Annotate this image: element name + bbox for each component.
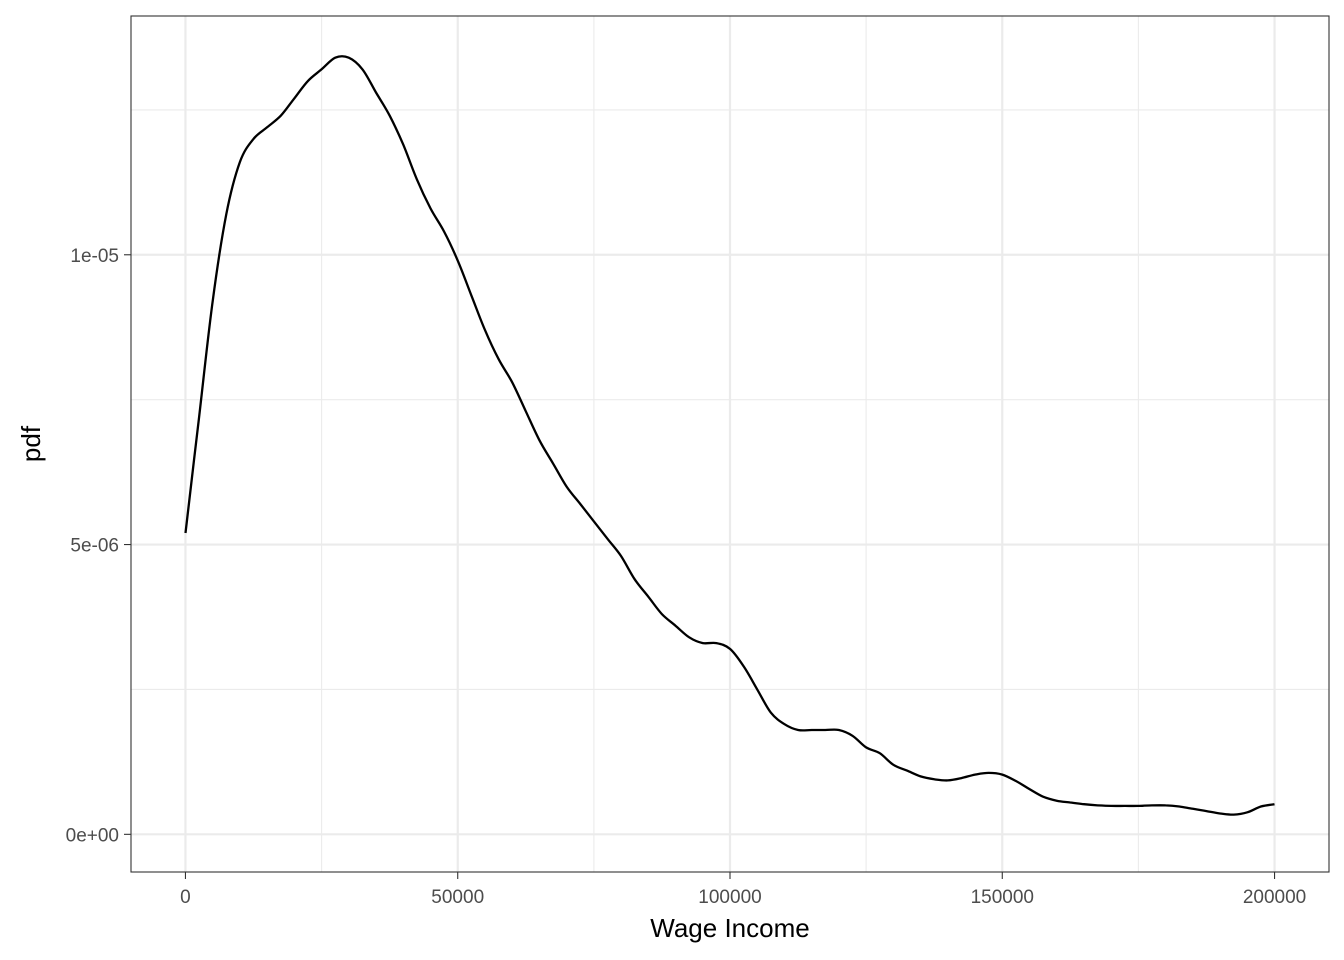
y-tick-label: 5e-06	[70, 536, 119, 557]
y-axis-title: pdf	[16, 425, 46, 462]
y-axis: 0e+00 5e-06 1e-05	[66, 246, 131, 846]
x-axis: 0 50000 100000 150000 200000	[180, 872, 1306, 908]
y-tick-label: 1e-05	[70, 246, 119, 267]
x-tick-label: 0	[180, 887, 191, 908]
x-tick-label: 200000	[1243, 887, 1306, 908]
x-tick-label: 100000	[698, 887, 761, 908]
major-gridlines	[131, 16, 1329, 872]
y-tick-label: 0e+00	[66, 825, 119, 846]
x-tick-label: 50000	[431, 887, 484, 908]
density-curve	[184, 55, 1275, 816]
plot-panel	[130, 15, 1330, 873]
x-axis-title: Wage Income	[650, 913, 809, 943]
x-tick-label: 150000	[971, 887, 1034, 908]
